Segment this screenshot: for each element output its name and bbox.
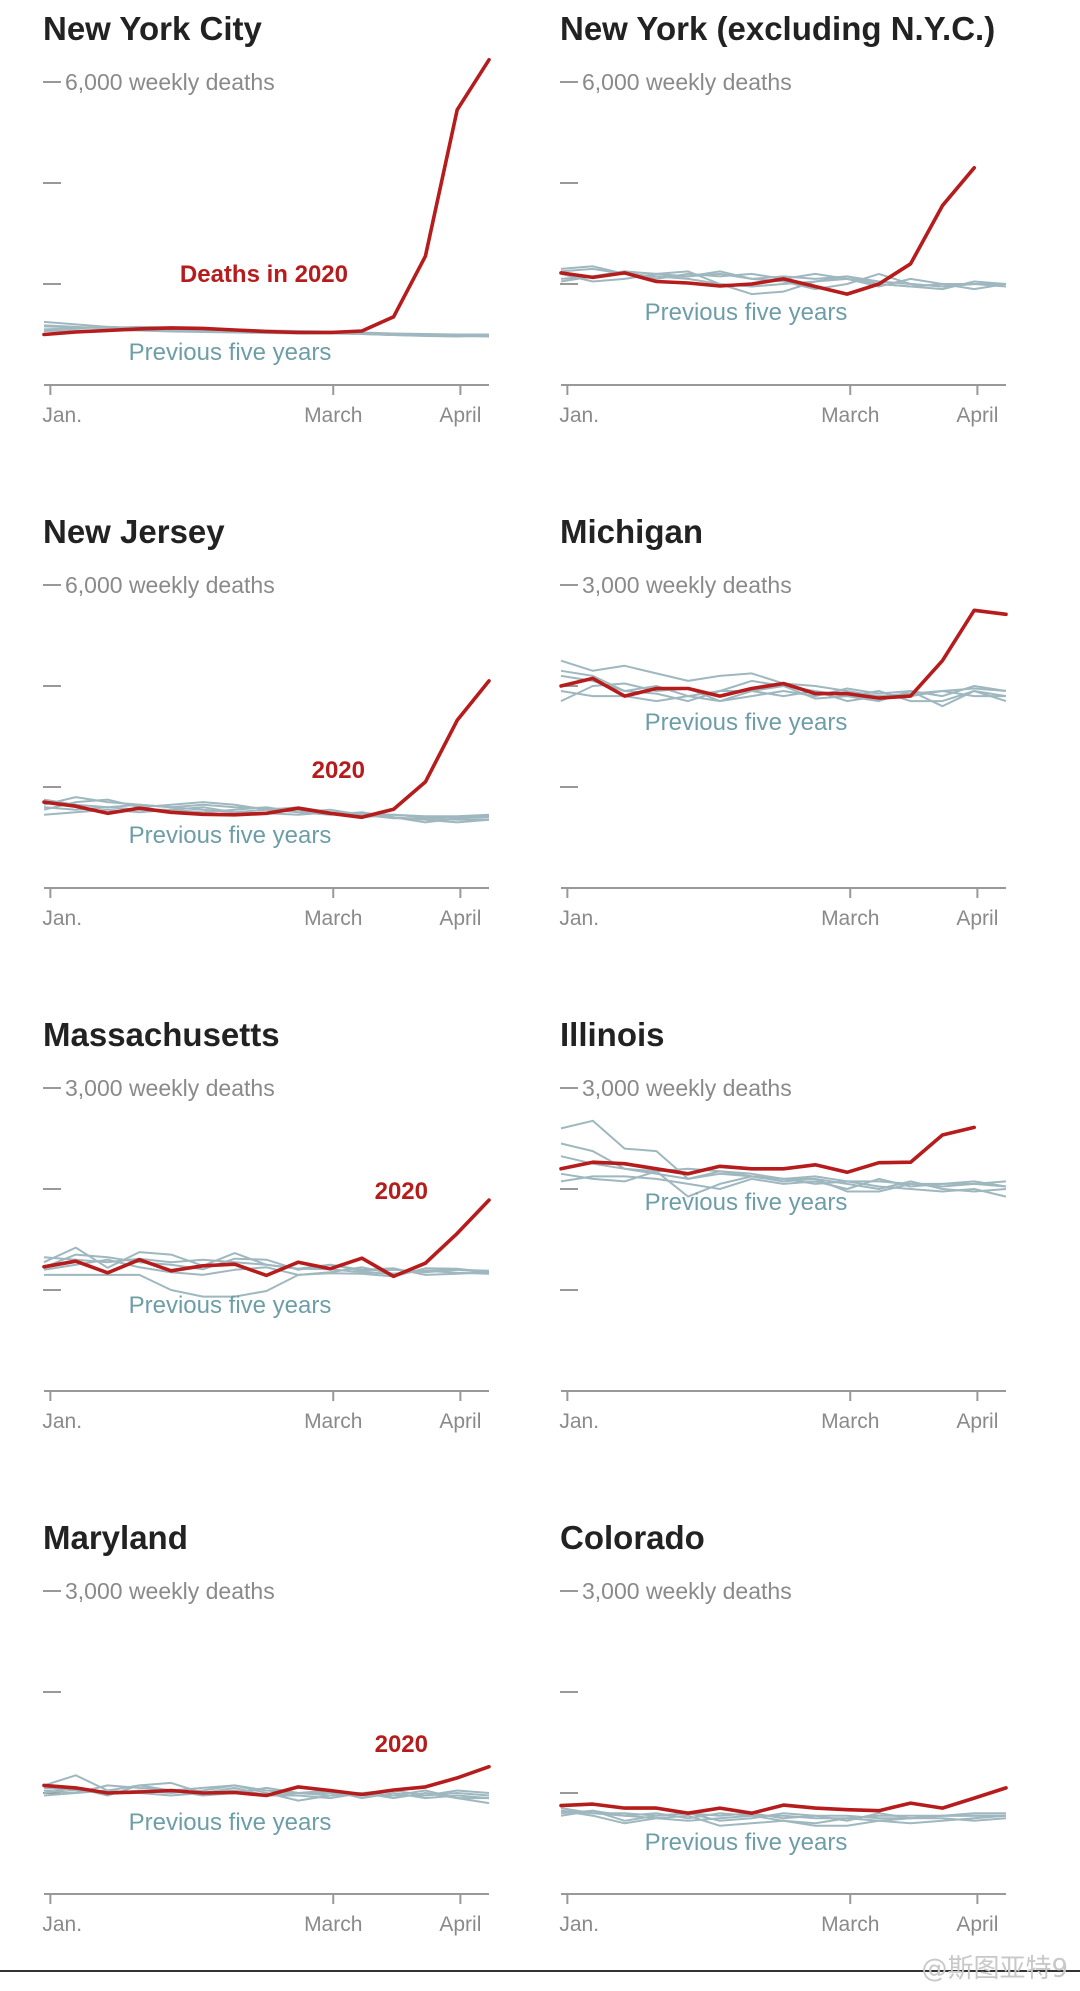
chart-svg: 6,000 weekly deathsJan.MarchApril2020Pre… (559, 69, 1007, 427)
x-tick-label: Jan. (559, 907, 599, 930)
previous-years-label: Previous five years (645, 299, 848, 326)
previous-year-line (560, 1809, 1007, 1825)
line-2020 (559, 1125, 976, 1176)
x-tick-label: April (956, 1913, 998, 1936)
y-tick-label: 6,000 weekly deaths (582, 69, 792, 95)
panel-title: Michigan (560, 513, 704, 550)
x-tick-label: April (956, 907, 998, 930)
previous-year-line (560, 1119, 1007, 1198)
chart-svg: 3,000 weekly deathsJan.MarchApril2020Pre… (559, 1075, 1007, 1433)
x-tick-label: Jan. (42, 907, 82, 930)
x-tick-label: April (439, 404, 481, 427)
x-tick-label: March (821, 1913, 879, 1936)
previous-years-label: Previous five years (645, 1829, 848, 1856)
state-panel: Colorado 3,000 weekly deaths Jan. March Apri… (553, 1519, 1053, 1969)
x-tick-label: Jan. (42, 1410, 82, 1433)
state-panel: Maryland 3,000 weekly deaths Jan. March Apri… (36, 1519, 536, 1969)
panel-title: New York City (43, 10, 262, 47)
previous-year-line (560, 1809, 1006, 1820)
y-tick-label: 3,000 weekly deaths (65, 1578, 275, 1604)
x-tick-label: March (304, 907, 362, 930)
chart-svg: 3,000 weekly deathsJan.MarchApril2020Pre… (559, 1578, 1008, 1936)
line-2020 (559, 608, 1008, 700)
chart-svg: 6,000 weekly deaths Jan. March April 2020 Pre… (42, 572, 491, 930)
series-2020-label: Deaths in 2020 (180, 261, 348, 288)
panel-title: Illinois (560, 1016, 665, 1053)
previous-year-line (560, 1807, 1006, 1820)
watermark: @斯图亚特9 (921, 1954, 1068, 1984)
state-panel: New York (excluding N.Y.C.) 6,000 weekly … (553, 10, 1053, 460)
previous-year-line (560, 1155, 1007, 1193)
line-2020 (42, 679, 491, 820)
state-panel: Illinois 3,000 weekly deaths Jan. March Apri… (553, 1016, 1053, 1466)
chart-svg: 3,000 weekly deaths Jan. March April 2020 Pre… (42, 1578, 491, 1936)
y-tick-label: 3,000 weekly deaths (582, 572, 792, 598)
x-tick-label: March (821, 1410, 879, 1433)
x-tick-label: Jan. (559, 1410, 599, 1433)
y-tick-label: 3,000 weekly deaths (582, 1075, 792, 1101)
series-2020-label: 2020 (312, 757, 365, 784)
previous-years-label: Previous five years (645, 1189, 848, 1216)
previous-year-line (43, 803, 490, 819)
previous-years-label: Previous five years (645, 709, 848, 736)
bottom-rule (0, 1970, 1080, 1972)
line-2020 (559, 166, 976, 296)
y-tick-label: 6,000 weekly deaths (65, 69, 275, 95)
panel-title: Maryland (43, 1519, 188, 1556)
line-2020 (42, 1764, 491, 1798)
line-2020 (42, 1198, 491, 1279)
state-panel: New Jersey 6,000 weekly deaths Jan. March Ap… (36, 513, 536, 963)
chart-svg: 3,000 weekly deaths Jan. March April 2020 Pre… (42, 1075, 491, 1433)
previous-years-label: Previous five years (129, 1809, 332, 1836)
previous-years-label: Previous five years (129, 339, 332, 366)
x-tick-label: Jan. (559, 1913, 599, 1936)
y-tick-label: 3,000 weekly deaths (65, 1075, 275, 1101)
panel-title: New York (excluding N.Y.C.) (560, 10, 996, 47)
previous-year-line (43, 1258, 490, 1276)
previous-years-label: Previous five years (129, 822, 332, 849)
x-tick-label: April (956, 1410, 998, 1433)
x-tick-label: April (956, 404, 998, 427)
x-tick-label: April (439, 907, 481, 930)
x-tick-label: April (439, 1913, 481, 1936)
chart-svg: 3,000 weekly deathsJan.MarchApril2020Pre… (559, 572, 1008, 930)
previous-years-label: Previous five years (129, 1292, 332, 1319)
x-tick-label: Jan. (559, 404, 599, 427)
previous-year-line (560, 270, 1007, 291)
x-tick-label: Jan. (42, 1913, 82, 1936)
y-tick-label: 3,000 weekly deaths (582, 1578, 792, 1604)
x-tick-label: March (821, 907, 879, 930)
state-panel: New York City 6,000 weekly deaths Jan. Marc… (36, 10, 536, 460)
x-tick-label: April (439, 1410, 481, 1433)
x-tick-label: March (821, 404, 879, 427)
series-2020-label: 2020 (375, 1178, 428, 1205)
x-tick-label: Jan. (42, 404, 82, 427)
y-tick-label: 6,000 weekly deaths (65, 572, 275, 598)
previous-year-line (560, 690, 1006, 703)
chart-svg: 6,000 weekly deaths Jan. March April Deaths … (42, 58, 491, 427)
state-panel: Massachusetts 3,000 weekly deaths Jan. Marc… (36, 1016, 536, 1466)
x-tick-label: March (304, 1410, 362, 1433)
panel-title: Massachusetts (43, 1016, 280, 1053)
line-2020 (559, 1786, 1008, 1815)
series-2020-label: 2020 (375, 1731, 428, 1758)
panel-title: Colorado (560, 1519, 705, 1556)
x-tick-label: March (304, 1913, 362, 1936)
state-panel: Michigan 3,000 weekly deaths Jan. March Apri… (553, 513, 1053, 963)
panel-title: New Jersey (43, 513, 225, 550)
previous-year-line (560, 682, 1007, 708)
x-tick-label: March (304, 404, 362, 427)
line-2020 (42, 58, 491, 337)
